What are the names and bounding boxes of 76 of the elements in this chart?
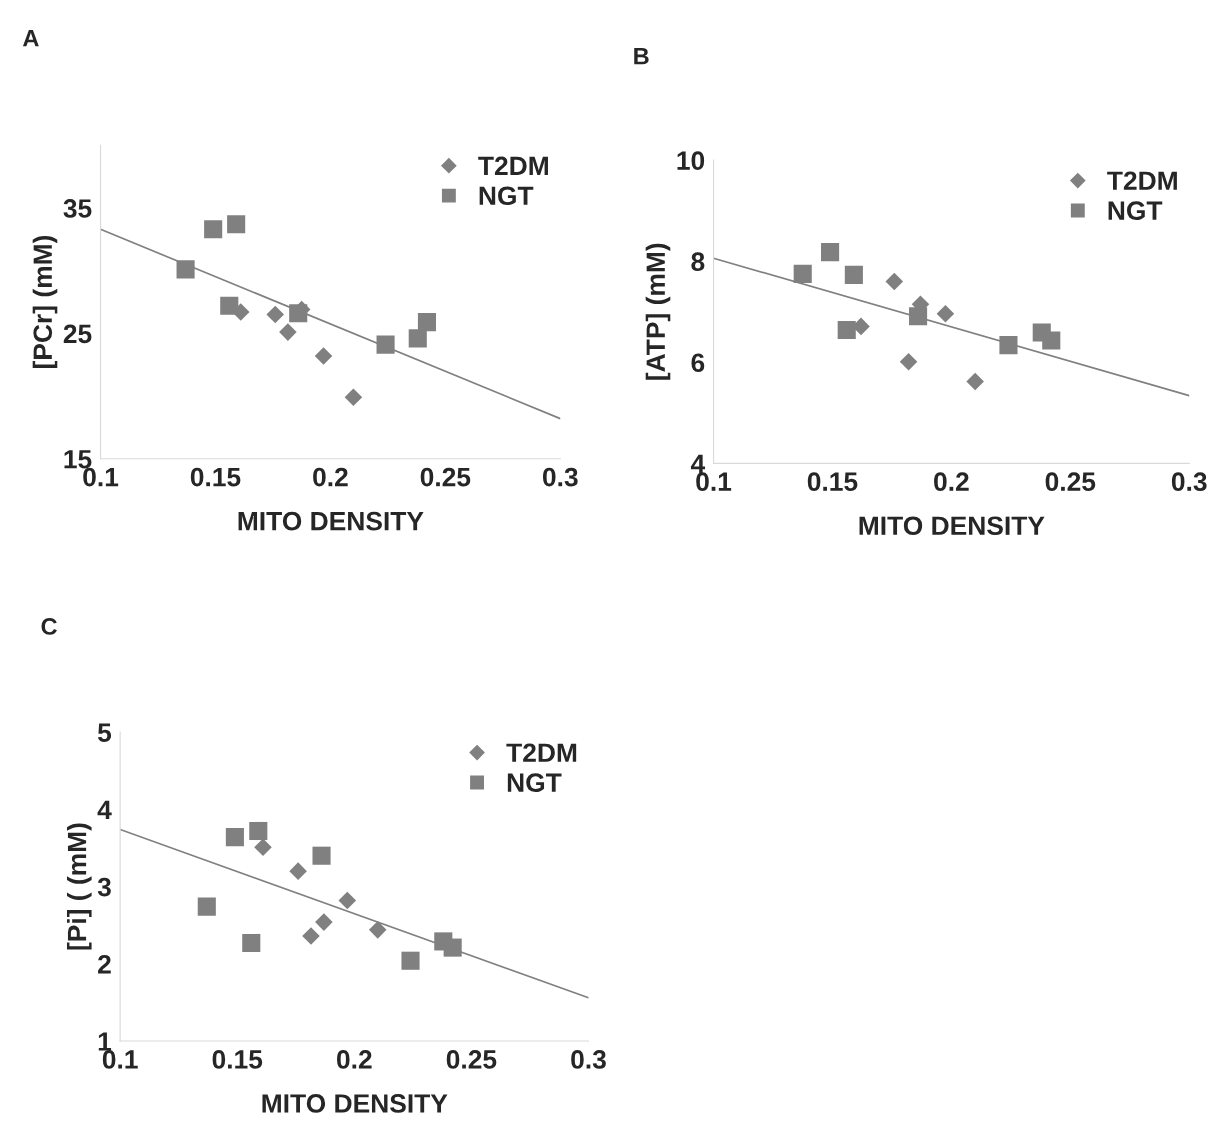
chart-title: A [22, 30, 39, 47]
legend-label: T2DM [1107, 171, 1177, 190]
x-axis-title: MITO DENSITY [238, 511, 424, 531]
point [249, 821, 268, 841]
legend-label: NGT [1108, 201, 1163, 220]
y-tick-label: 3 [97, 877, 111, 897]
point [312, 846, 331, 865]
y-tick-label: 10 [677, 151, 705, 170]
point [376, 335, 395, 354]
point [315, 913, 333, 931]
point [338, 891, 357, 910]
y-tick-label: 15 [64, 450, 92, 469]
chart-title: C [41, 618, 57, 635]
point [443, 938, 462, 957]
y-tick-label: 8 [691, 252, 705, 272]
legend-label: T2DM [506, 743, 577, 762]
point [401, 951, 420, 970]
y-tick-label: 6 [691, 353, 705, 373]
point [837, 320, 856, 339]
x-tick-label: 0.15 [190, 467, 241, 487]
y-axis-title: [ATP] (mM) [645, 243, 671, 380]
point [197, 897, 216, 916]
point [408, 329, 427, 348]
x-tick-label: 0.1 [83, 467, 119, 487]
y-tick-label: 5 [97, 723, 112, 742]
legend-label: NGT [507, 773, 562, 792]
x-tick-label: 0.25 [446, 1050, 497, 1069]
y-axis-title: [PCr] (mM) [32, 235, 58, 368]
x-tick-label: 0.1 [102, 1050, 138, 1069]
point [821, 243, 840, 262]
x-tick-label: 0.3 [1171, 472, 1207, 492]
y-axis-title: [Pi] ( (mM) [66, 823, 92, 950]
point [302, 927, 320, 945]
x-tick-label: 0.3 [542, 467, 578, 487]
x-tick-label: 0.3 [571, 1050, 606, 1069]
point [885, 272, 904, 291]
point [417, 313, 437, 332]
x-axis-title: MITO DENSITY [262, 1094, 448, 1113]
point [844, 265, 863, 284]
point [227, 215, 246, 234]
point [999, 336, 1018, 355]
point [966, 372, 984, 391]
y-tick-label: 4 [690, 454, 706, 473]
point [368, 921, 387, 939]
x-tick-label: 0.2 [313, 467, 348, 487]
y-tick-label: 1 [98, 1032, 112, 1051]
point [279, 323, 297, 341]
y-tick-label: 25 [63, 324, 92, 344]
point [266, 305, 285, 324]
x-tick-label: 0.1 [696, 472, 732, 492]
point [793, 264, 812, 283]
x-tick-label: 0.2 [337, 1050, 372, 1069]
legend-label: T2DM [478, 156, 548, 175]
point [289, 862, 307, 880]
point [225, 828, 244, 847]
x-axis-title: MITO DENSITY [859, 516, 1045, 536]
point [936, 304, 955, 323]
point [220, 296, 239, 315]
x-tick-label: 0.15 [212, 1050, 263, 1069]
x-tick-label: 0.25 [420, 467, 471, 487]
y-tick-label: 4 [97, 800, 112, 819]
point [344, 388, 363, 407]
y-tick-label: 35 [63, 199, 92, 218]
legend-label: NGT [479, 186, 534, 206]
point [254, 838, 272, 856]
y-tick-label: 2 [98, 954, 111, 974]
x-tick-label: 0.2 [934, 472, 969, 492]
x-tick-label: 0.15 [807, 472, 858, 492]
point [242, 933, 261, 953]
point [899, 352, 918, 371]
point [1042, 331, 1061, 350]
point [204, 220, 223, 239]
point [314, 347, 333, 365]
point [176, 260, 195, 279]
chart-title: B [634, 48, 649, 65]
x-tick-label: 0.25 [1045, 472, 1096, 492]
